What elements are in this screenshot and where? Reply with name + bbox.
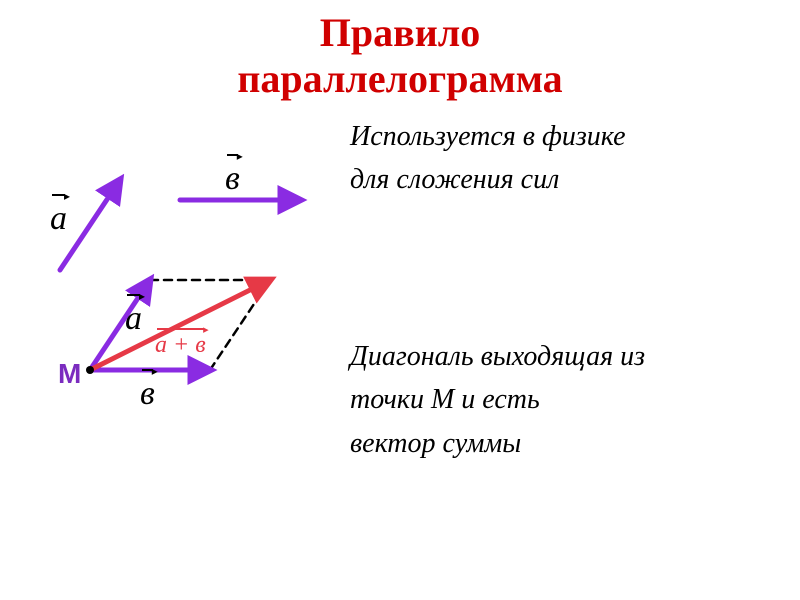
label-point-m: М [58,358,81,390]
label-a-outer: ▸ а [50,200,67,238]
description-physics: Используется в физике для сложения сил [350,115,626,202]
desc2-line1: Диагональ выходящая из [350,341,645,372]
desc1-line1: Используется в физике [350,121,626,152]
desc1-line2: для сложения сил [350,164,559,195]
desc2-line3: вектор суммы [350,428,521,459]
title-line-1: Правило [0,10,800,56]
diagram-svg [30,140,340,450]
label-sum: ▸ а + в [155,332,206,359]
slide-title: Правило параллелограмма [0,10,800,102]
slide-container: Правило параллелограмма Используется в ф… [0,0,800,600]
desc2-line2: точки М и есть [350,384,540,415]
vector-diagram: ▸ а ▸ в ▸ а ▸ в [30,140,340,450]
label-b-inner: ▸ в [140,375,155,413]
title-line-2: параллелограмма [0,56,800,102]
description-diagonal: Диагональ выходящая из точки М и есть ве… [350,335,645,465]
label-a-inner: ▸ а [125,300,142,338]
label-b-outer: ▸ в [225,160,240,198]
